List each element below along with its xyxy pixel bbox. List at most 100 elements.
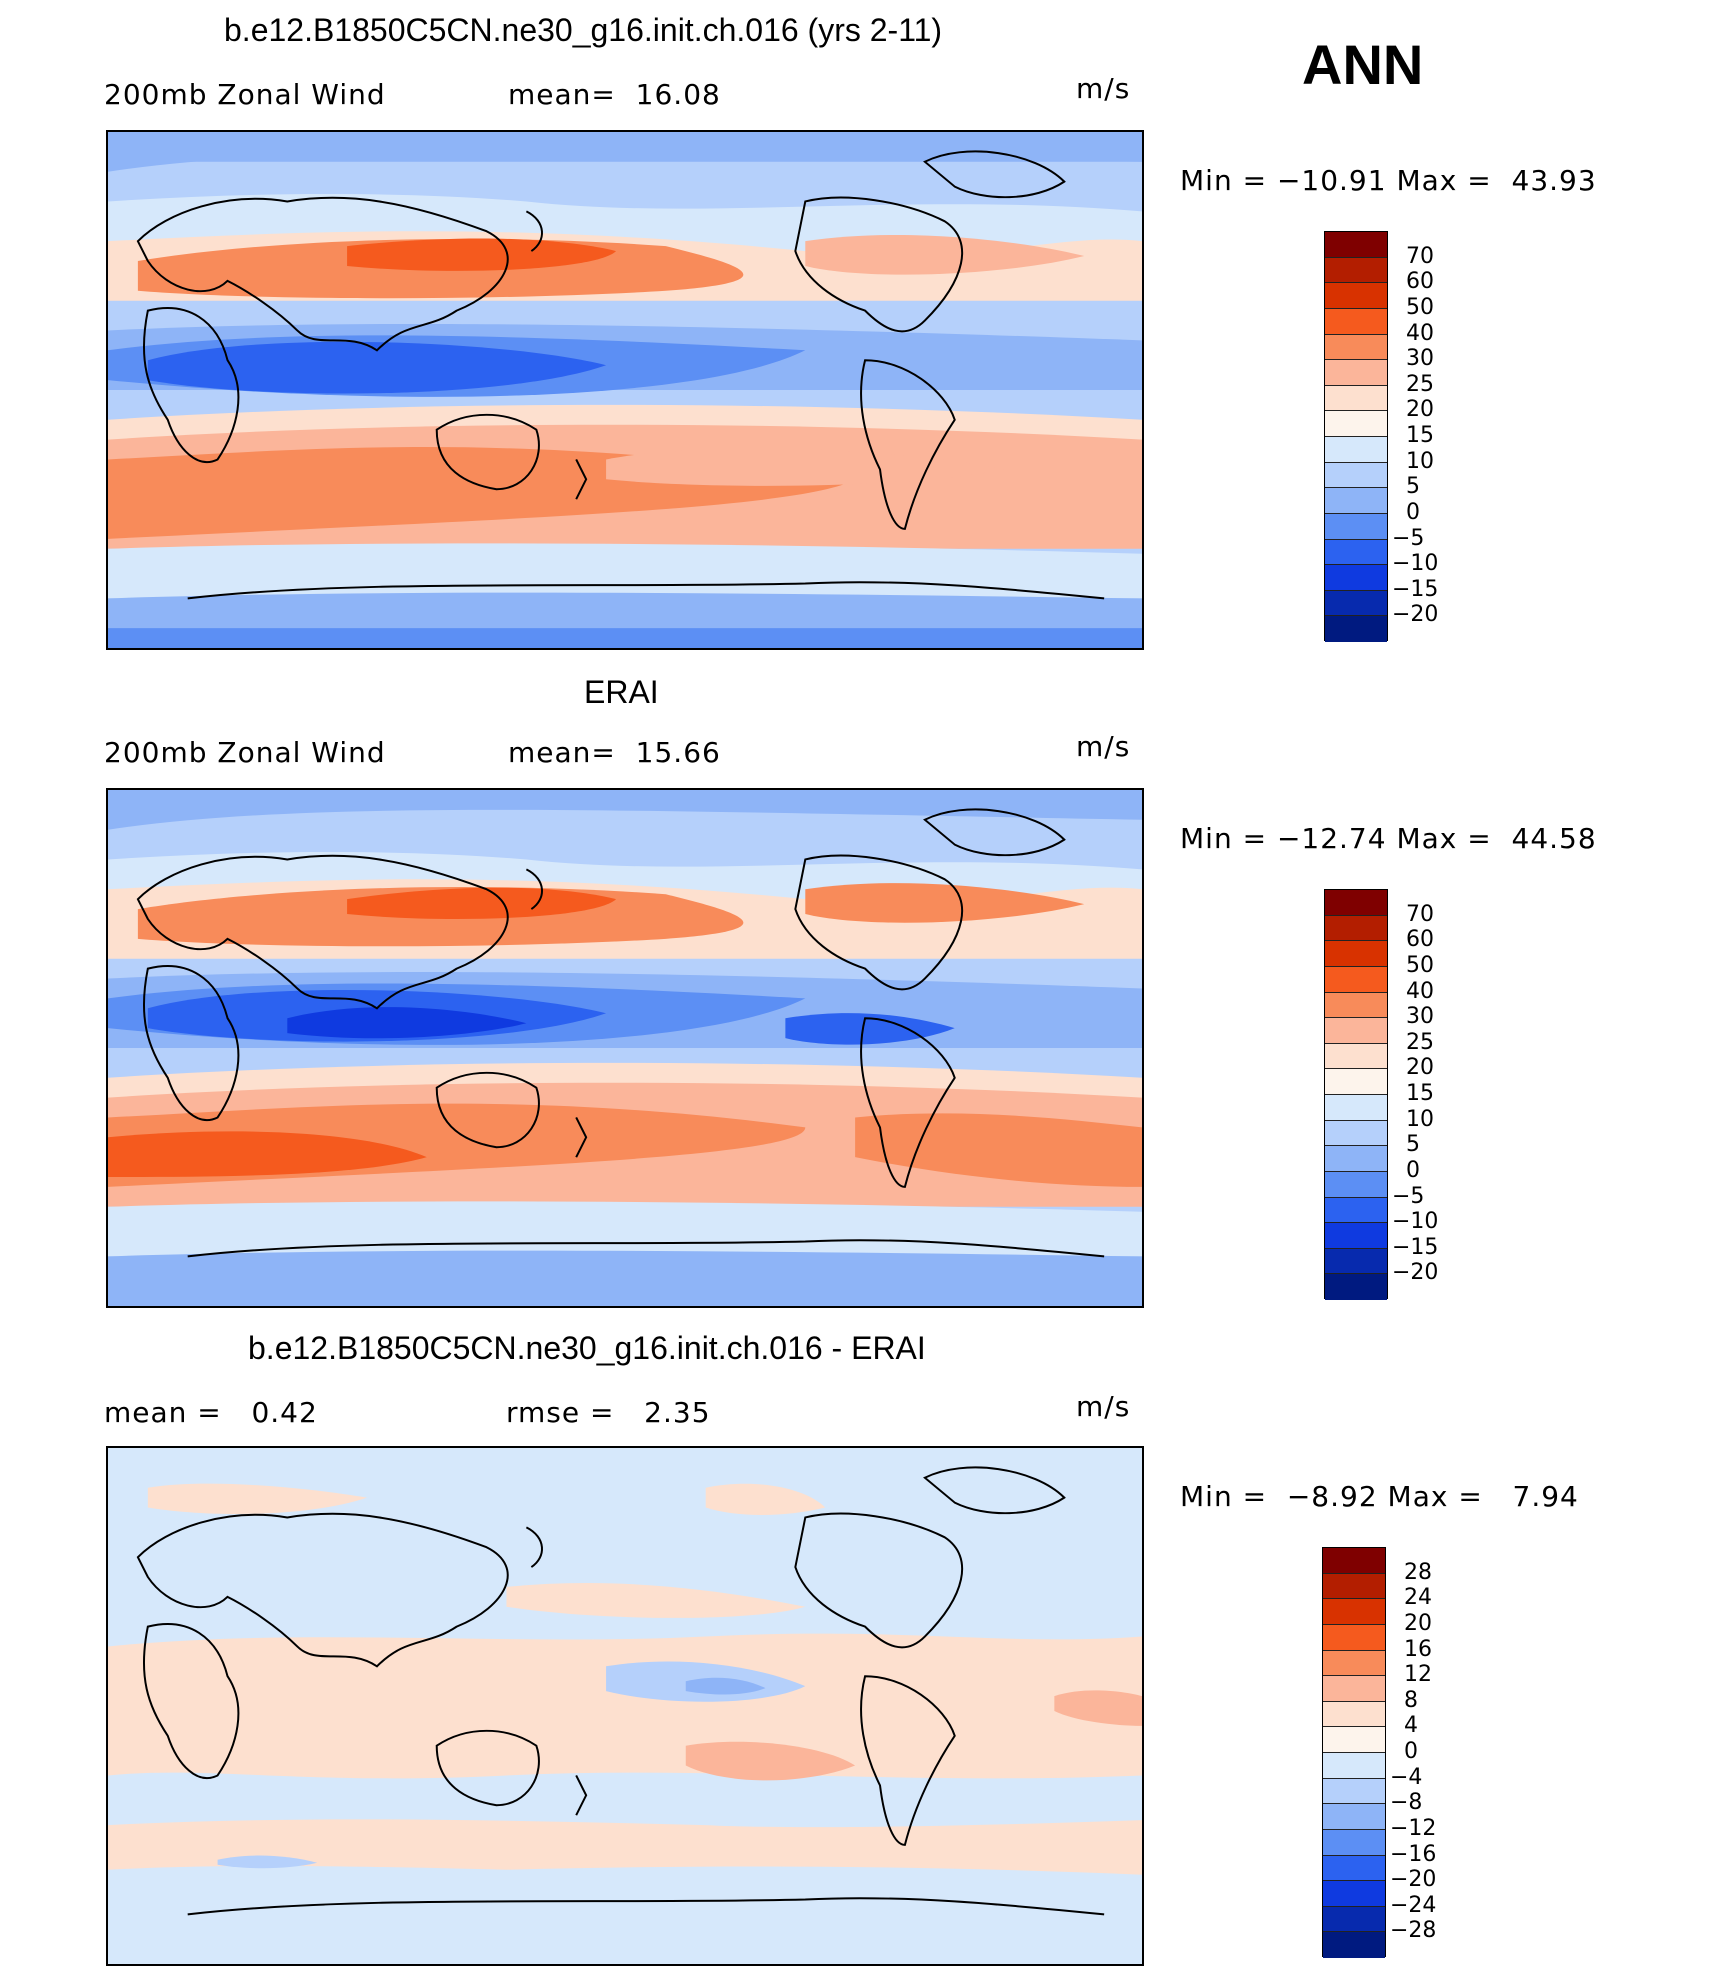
panel1-units: m/s (1076, 72, 1131, 105)
colorbar-tick-label: 30 (1406, 1004, 1434, 1030)
colorbar-tick-label: 5 (1406, 1132, 1420, 1158)
panel2-minmax: Min = −12.74 Max = 44.58 (1180, 822, 1597, 855)
colorbar-tick-label: −24 (1390, 1892, 1437, 1918)
colorbar-swatch (1325, 1248, 1387, 1275)
colorbar-tick-label: −5 (1392, 1183, 1425, 1209)
panel2-field-label: 200mb Zonal Wind (104, 736, 386, 769)
colorbar-swatch (1325, 1146, 1387, 1172)
colorbar-swatch (1323, 1701, 1385, 1728)
colorbar-tick-label: 30 (1406, 346, 1434, 372)
colorbar-tick-label: 4 (1404, 1713, 1418, 1739)
colorbar-tick-label: −8 (1390, 1790, 1423, 1816)
season-label: ANN (1302, 33, 1424, 96)
colorbar-tick-label: −5 (1392, 525, 1425, 551)
colorbar-tick-label: −10 (1392, 551, 1439, 577)
colorbar-swatch (1323, 1676, 1385, 1702)
colorbar-swatch (1325, 360, 1387, 386)
colorbar-swatch (1325, 283, 1387, 309)
colorbar-swatch (1325, 992, 1387, 1019)
colorbar-swatch (1325, 411, 1387, 437)
colorbar-swatch (1325, 941, 1387, 967)
colorbar-swatch (1323, 1599, 1385, 1625)
colorbar-tick-label: 15 (1406, 1081, 1434, 1106)
colorbar-swatch (1323, 1855, 1385, 1882)
colorbar-swatch (1323, 1650, 1385, 1677)
panel2-contour-map (108, 790, 1142, 1306)
colorbar-tick-label: 15 (1406, 423, 1434, 448)
colorbar-swatch (1325, 616, 1387, 642)
colorbar-tick-label: 8 (1404, 1687, 1418, 1713)
colorbar-swatch (1323, 1753, 1385, 1779)
colorbar-tick-label: −15 (1392, 1234, 1439, 1260)
colorbar-swatch (1325, 565, 1387, 591)
colorbar-tick-label: −16 (1390, 1841, 1437, 1867)
colorbar-tick-label: −20 (1392, 1260, 1439, 1286)
colorbar-tick-label: −28 (1390, 1918, 1437, 1944)
panel1-minmax: Min = −10.91 Max = 43.93 (1180, 164, 1597, 197)
colorbar-swatch (1325, 385, 1387, 412)
colorbar-swatch (1325, 462, 1387, 489)
colorbar-tick-label: 20 (1406, 1055, 1434, 1081)
colorbar-tick-label: 60 (1406, 269, 1434, 295)
colorbar-tick-label: 0 (1406, 499, 1420, 525)
panel3-units: m/s (1076, 1390, 1131, 1423)
colorbar-swatch (1323, 1548, 1385, 1574)
colorbar-swatch (1325, 1223, 1387, 1249)
colorbar-swatch (1323, 1804, 1385, 1830)
panel3-map (106, 1446, 1144, 1966)
panel1-map (106, 130, 1144, 650)
colorbar-tick-label: 0 (1406, 1157, 1420, 1183)
panel3-contour-map (108, 1448, 1142, 1964)
colorbar-swatch (1323, 1573, 1385, 1600)
colorbar-swatch (1325, 915, 1387, 942)
colorbar-tick-label: 0 (1404, 1739, 1418, 1764)
panel1-mean: mean= 16.08 (508, 78, 721, 111)
panel2-map (106, 788, 1144, 1308)
panel1-colorbar (1324, 231, 1388, 642)
colorbar-swatch (1325, 1069, 1387, 1095)
colorbar-swatch (1325, 1274, 1387, 1300)
colorbar-swatch (1325, 890, 1387, 916)
colorbar-swatch (1325, 966, 1387, 993)
colorbar-swatch (1325, 437, 1387, 463)
panel1-field-label: 200mb Zonal Wind (104, 78, 386, 111)
colorbar-tick-label: −4 (1390, 1764, 1423, 1790)
colorbar-swatch (1325, 257, 1387, 284)
colorbar-tick-label: 20 (1404, 1610, 1432, 1636)
panel2-mean: mean= 15.66 (508, 736, 721, 769)
colorbar-swatch (1325, 334, 1387, 361)
colorbar-swatch (1323, 1829, 1385, 1856)
colorbar-swatch (1323, 1727, 1385, 1753)
colorbar-swatch (1323, 1906, 1385, 1933)
colorbar-swatch (1325, 1095, 1387, 1121)
colorbar-swatch (1325, 539, 1387, 566)
colorbar-tick-label: 5 (1406, 474, 1420, 500)
panel3-rmse: rmse = 2.35 (506, 1396, 711, 1429)
colorbar-swatch (1325, 1171, 1387, 1198)
panel3-mean: mean = 0.42 (104, 1396, 318, 1429)
colorbar-tick-label: 25 (1406, 371, 1434, 397)
colorbar-tick-label: 40 (1406, 978, 1434, 1004)
colorbar-swatch (1325, 1197, 1387, 1224)
colorbar-swatch (1325, 232, 1387, 258)
colorbar-tick-label: −20 (1392, 602, 1439, 628)
colorbar-tick-label: 24 (1404, 1585, 1432, 1611)
colorbar-swatch (1323, 1624, 1385, 1651)
panel1-title: b.e12.B1850C5CN.ne30_g16.init.ch.016 (yr… (224, 12, 943, 48)
colorbar-swatch (1325, 1018, 1387, 1044)
colorbar-swatch (1323, 1778, 1385, 1805)
colorbar-tick-label: 70 (1406, 243, 1434, 269)
colorbar-tick-label: 16 (1404, 1636, 1432, 1662)
colorbar-tick-label: −15 (1392, 576, 1439, 602)
colorbar-tick-label: 50 (1406, 294, 1434, 320)
colorbar-swatch (1325, 308, 1387, 335)
panel2-title: ERAI (584, 674, 659, 710)
colorbar-tick-label: 70 (1406, 901, 1434, 927)
colorbar-swatch (1323, 1932, 1385, 1958)
colorbar-tick-label: 50 (1406, 952, 1434, 978)
colorbar-swatch (1325, 513, 1387, 540)
colorbar-swatch (1325, 590, 1387, 617)
colorbar-tick-label: −12 (1390, 1815, 1437, 1841)
panel2-colorbar (1324, 889, 1388, 1300)
colorbar-tick-label: 20 (1406, 397, 1434, 423)
